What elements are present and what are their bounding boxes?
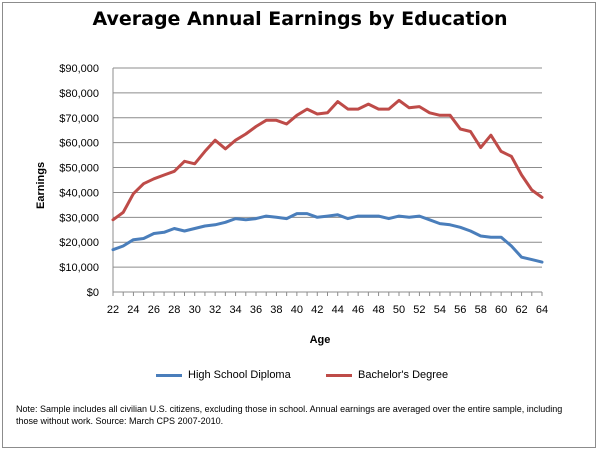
y-tick-labels: $0 $10,000 $20,000 $30,000 $40,000 $50,000 $60… [59,63,99,299]
x-tick-label: 30 [189,304,201,316]
legend-swatch-high-school [156,373,182,377]
x-tick-label: 46 [352,304,364,316]
series-lines [111,98,544,264]
x-tick-label: 42 [311,304,323,316]
x-axis-title: Age [309,334,331,346]
x-tick-label: 60 [495,304,507,316]
y-tick-label: $90,000 [59,63,99,75]
x-tick-label: 58 [475,304,487,316]
x-tick-label: 64 [536,304,548,316]
x-tick-label: 38 [270,304,282,316]
y-tick-label: $0 [87,287,99,299]
legend-label-high-school: High School Diploma [188,369,291,381]
x-tick-label: 32 [209,304,221,316]
x-tick-labels: 22 24 26 28 30 32 34 36 38 40 42 44 46 48 50 52 54 56 58 60… [107,304,548,316]
y-tick-label: $80,000 [59,88,99,100]
y-tick-label: $50,000 [59,163,99,175]
x-tick-label: 50 [393,304,405,316]
x-tick-label: 22 [107,304,119,316]
x-tick-label: 56 [454,304,466,316]
x-tick-label: 24 [127,304,139,316]
x-tick-label: 52 [413,304,425,316]
y-tick-label: $20,000 [59,237,99,249]
legend: High School Diploma Bachelor's Degree [0,369,600,385]
x-tick-label: 40 [291,304,303,316]
series-line-bachelors [111,98,544,222]
x-tick-label: 26 [148,304,160,316]
source-note: Note: Sample includes all civilian U.S. … [16,404,563,426]
x-tick-label: 54 [434,304,446,316]
y-tick-label: $30,000 [59,212,99,224]
grid-lines [112,67,543,296]
legend-item-high-school: High School Diploma [156,369,291,381]
x-tick-label: 62 [515,304,527,316]
chart-title: Average Annual Earnings by Education [92,8,508,30]
y-tick-label: $40,000 [59,187,99,199]
y-tick-label: $60,000 [59,138,99,150]
y-tick-label: $10,000 [59,262,99,274]
x-tick-label: 48 [372,304,384,316]
x-tick-label: 34 [229,304,241,316]
x-tick-label: 28 [168,304,180,316]
legend-swatch-bachelors [326,373,352,377]
chart-frame [2,2,596,448]
legend-label-bachelors: Bachelor's Degree [358,369,449,381]
legend-item-bachelors: Bachelor's Degree [326,369,448,381]
y-tick-label: $70,000 [59,113,99,125]
x-tick-label: 36 [250,304,262,316]
x-tick-label: 44 [332,304,344,316]
series-line-high-school [111,212,544,264]
